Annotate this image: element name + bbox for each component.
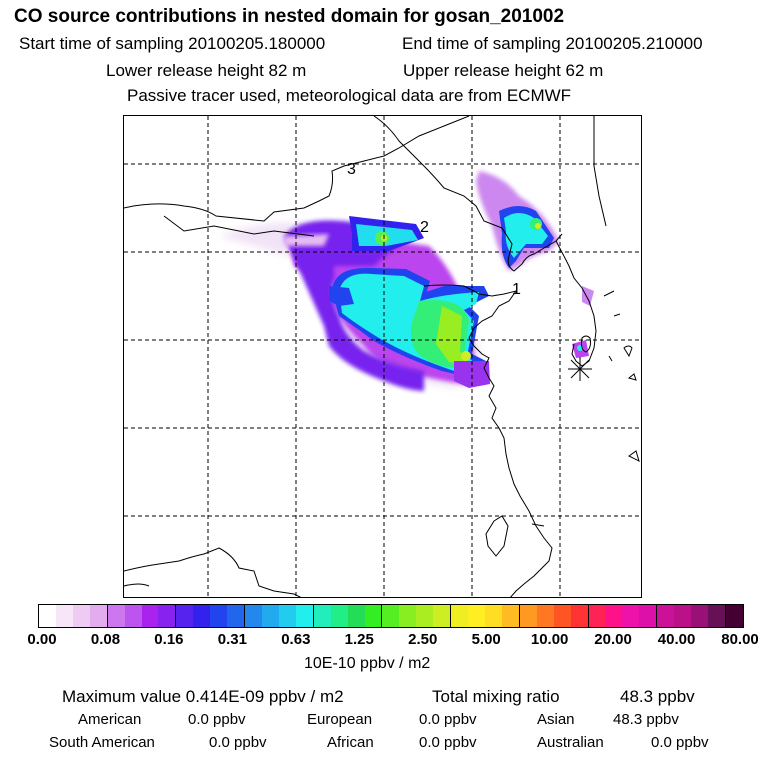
colorbar-tick-label: 5.00 [471, 631, 501, 648]
colorbar-swatch [176, 605, 194, 627]
asian-value: 48.3 ppbv [613, 711, 679, 728]
total-mixing-label: Total mixing ratio [432, 687, 560, 706]
colorbar-swatch [330, 605, 348, 627]
source-contribution-map: 1 2 3 [123, 115, 642, 598]
american-label: American [78, 711, 142, 728]
colorbar-swatch [691, 605, 708, 627]
marker-2: 2 [420, 219, 429, 236]
colorbar-swatch [468, 605, 485, 627]
start-time-label: Start time of sampling 20100205.180000 [19, 34, 326, 53]
south-american-label: South American [49, 734, 155, 751]
colorbar-swatch [519, 605, 537, 627]
colorbar-swatch [245, 605, 262, 627]
colorbar-swatch [382, 605, 400, 627]
colorbar-swatch [261, 605, 279, 627]
colorbar-tick-label: 0.00 [27, 631, 57, 648]
colorbar-swatch [210, 605, 228, 627]
colorbar-swatch [657, 605, 675, 627]
tracer-note: Passive tracer used, meteorological data… [127, 86, 572, 105]
european-label: European [307, 711, 373, 728]
colorbar-swatch [158, 605, 177, 627]
european-value: 0.0 ppbv [419, 711, 477, 728]
colorbar-swatch [278, 605, 296, 627]
colorbar-swatch [433, 605, 452, 627]
colorbar [38, 604, 744, 628]
colorbar-swatch [416, 605, 434, 627]
colorbar-swatch [72, 605, 90, 627]
colorbar-swatch [107, 605, 125, 627]
lat-lon-grid [124, 116, 641, 597]
coastlines [124, 116, 640, 597]
colorbar-tick-label: 0.08 [90, 631, 121, 648]
colorbar-tick-label: 40.00 [657, 631, 696, 648]
colorbar-swatch [570, 605, 589, 627]
colorbar-swatch [347, 605, 365, 627]
colorbar-swatch [39, 605, 56, 627]
upper-release-label: Upper release height 62 m [403, 61, 604, 80]
end-time-label: End time of sampling 20100205.210000 [402, 34, 703, 53]
total-mixing-value: 48.3 ppbv [620, 687, 695, 706]
colorbar-swatch [89, 605, 108, 627]
asterisk-site-icon [568, 357, 592, 381]
colorbar-tick-label: 10.00 [530, 631, 569, 648]
concentration-plume [219, 171, 594, 391]
colorbar-swatch [605, 605, 623, 627]
colorbar-swatch [55, 605, 73, 627]
colorbar-tick-label: 80.00 [721, 631, 759, 648]
colorbar-tick-label: 0.31 [217, 631, 247, 648]
colorbar-swatch [707, 605, 726, 627]
colorbar-swatch [313, 605, 331, 627]
colorbar-swatch [124, 605, 142, 627]
colorbar-units: 10E-10 ppbv / m2 [304, 655, 431, 672]
south-american-value: 0.0 ppbv [209, 734, 267, 751]
colorbar-swatch [193, 605, 211, 627]
marker-1: 1 [512, 281, 521, 298]
page-title: CO source contributions in nested domain… [14, 6, 565, 27]
colorbar-swatch [399, 605, 417, 627]
colorbar-tick-label: 20.00 [594, 631, 632, 648]
african-value: 0.0 ppbv [419, 734, 477, 751]
asian-label: Asian [537, 711, 575, 728]
colorbar-swatch [553, 605, 571, 627]
lower-release-label: Lower release height 82 m [106, 61, 307, 80]
colorbar-tick-label: 0.16 [154, 631, 184, 648]
colorbar-swatch [364, 605, 383, 627]
colorbar-swatch [227, 605, 246, 627]
african-label: African [327, 734, 374, 751]
australian-label: Australian [537, 734, 604, 751]
colorbar-swatch [536, 605, 554, 627]
colorbar-swatch [725, 605, 743, 627]
colorbar-swatch [674, 605, 692, 627]
colorbar-swatch [295, 605, 314, 627]
colorbar-swatch [639, 605, 658, 627]
colorbar-swatch [484, 605, 502, 627]
colorbar-swatch [622, 605, 640, 627]
colorbar-tick-label: 2.50 [408, 631, 438, 648]
colorbar-swatch [501, 605, 520, 627]
marker-3: 3 [347, 161, 356, 178]
colorbar-swatch [588, 605, 606, 627]
max-value-label: Maximum value 0.414E-09 ppbv / m2 [62, 687, 344, 706]
australian-value: 0.0 ppbv [651, 734, 709, 751]
colorbar-swatch [141, 605, 159, 627]
american-value: 0.0 ppbv [188, 711, 246, 728]
colorbar-tick-label: 1.25 [344, 631, 374, 648]
colorbar-swatch [451, 605, 469, 627]
colorbar-tick-label: 0.63 [281, 631, 311, 648]
